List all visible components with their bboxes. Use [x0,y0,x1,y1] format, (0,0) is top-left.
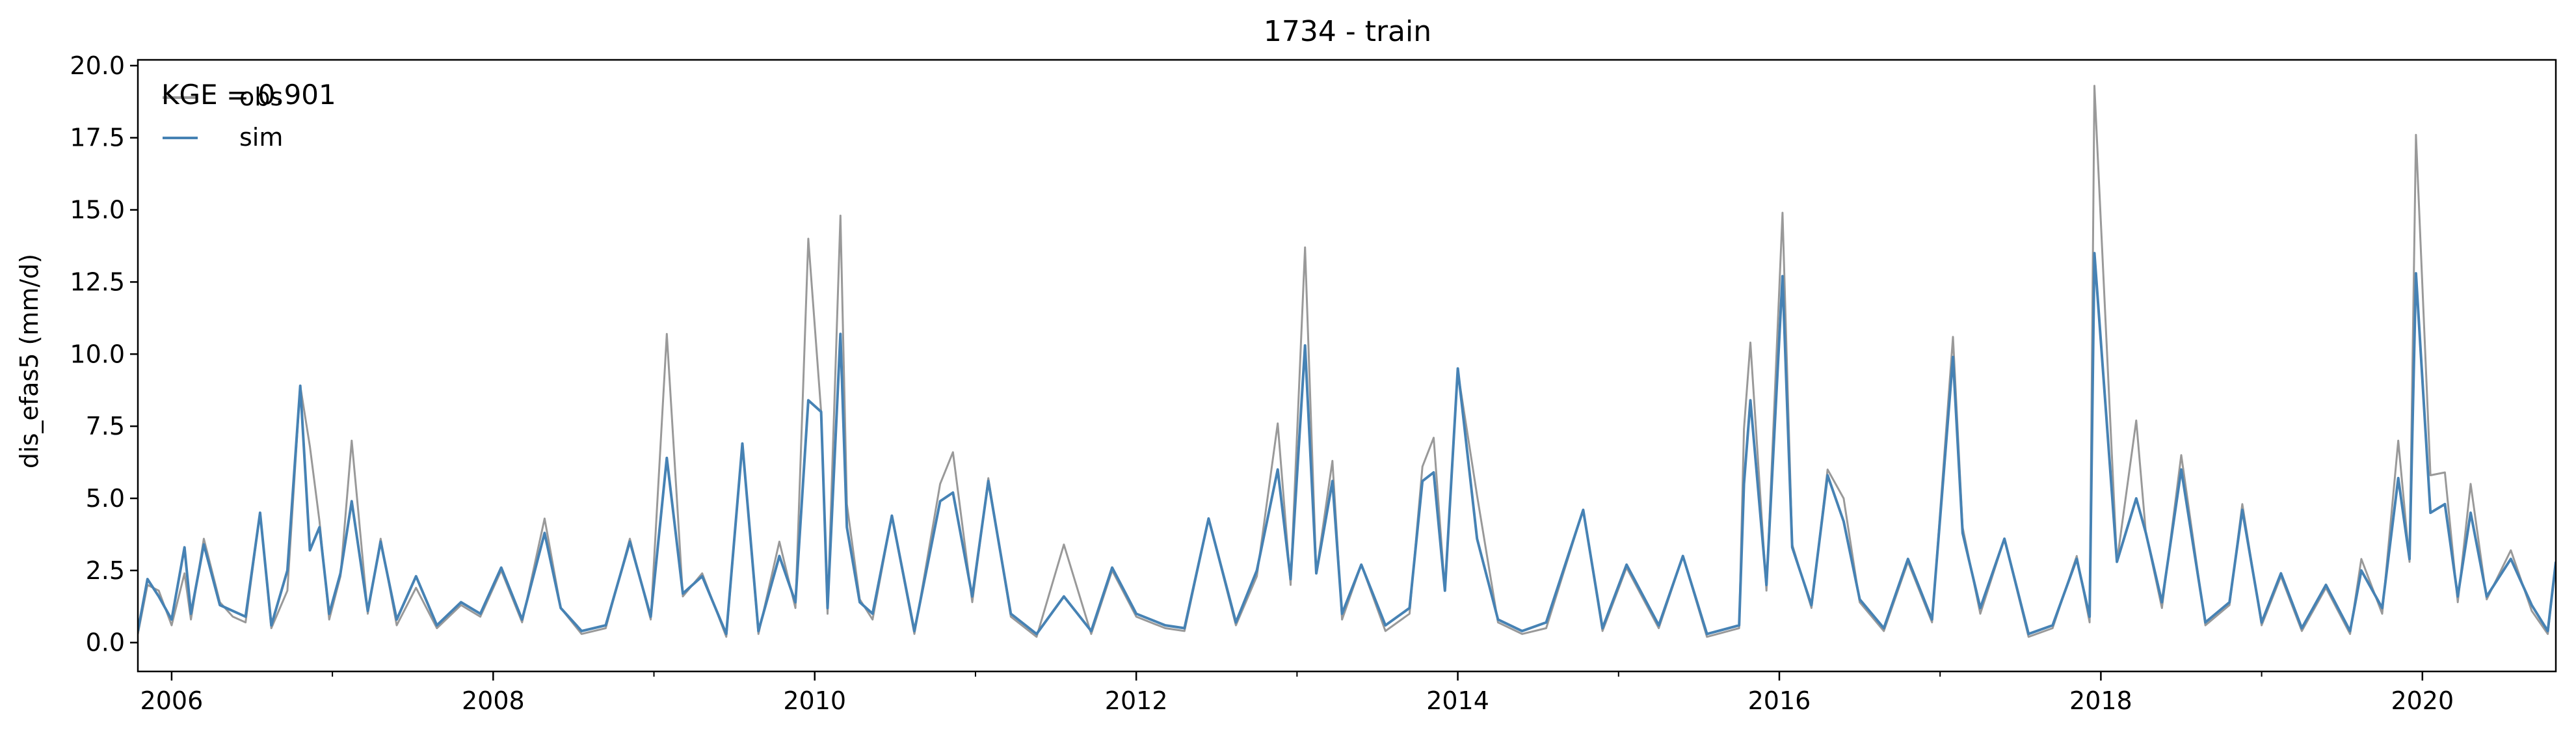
x-tick-label: 2018 [2069,686,2132,715]
x-tick-label: 2020 [2391,686,2454,715]
chart-title: 1734 - train [1264,15,1431,48]
legend: obs sim KGE = 0.901 [161,79,336,152]
x-tick-label: 2014 [1426,686,1489,715]
y-tick-label: 17.5 [70,124,125,152]
y-tick-label: 10.0 [70,340,125,368]
y-tick-label: 15.0 [70,196,125,224]
kge-annotation: KGE = 0.901 [161,79,336,111]
plot-frame [137,59,2557,673]
x-tick-label: 2010 [783,686,846,715]
x-tick-label: 2006 [140,686,204,715]
x-tick-label: 2008 [462,686,525,715]
legend-obs-label: obs [239,83,283,111]
legend-sim-label: sim [239,123,283,152]
y-axis-label: dis_efas5 (mm/d) [15,254,44,468]
y-axis-ticks: 0.0 2.5 5.0 7.5 10.0 12.5 15.0 17.5 20.0 [70,51,138,657]
series-layer [138,85,2556,638]
x-tick-label: 2016 [1748,686,1811,715]
series-line-sim [138,252,2556,636]
y-tick-label: 0.0 [86,629,125,657]
y-tick-label: 20.0 [70,51,125,80]
x-axis-ticks: 2006 2008 2010 2012 2014 2016 2018 2020 [140,671,2454,715]
x-tick-label: 2012 [1105,686,1168,715]
y-tick-label: 5.0 [86,484,125,513]
y-tick-label: 12.5 [70,267,125,296]
y-tick-label: 2.5 [86,556,125,585]
y-tick-label: 7.5 [86,412,125,440]
